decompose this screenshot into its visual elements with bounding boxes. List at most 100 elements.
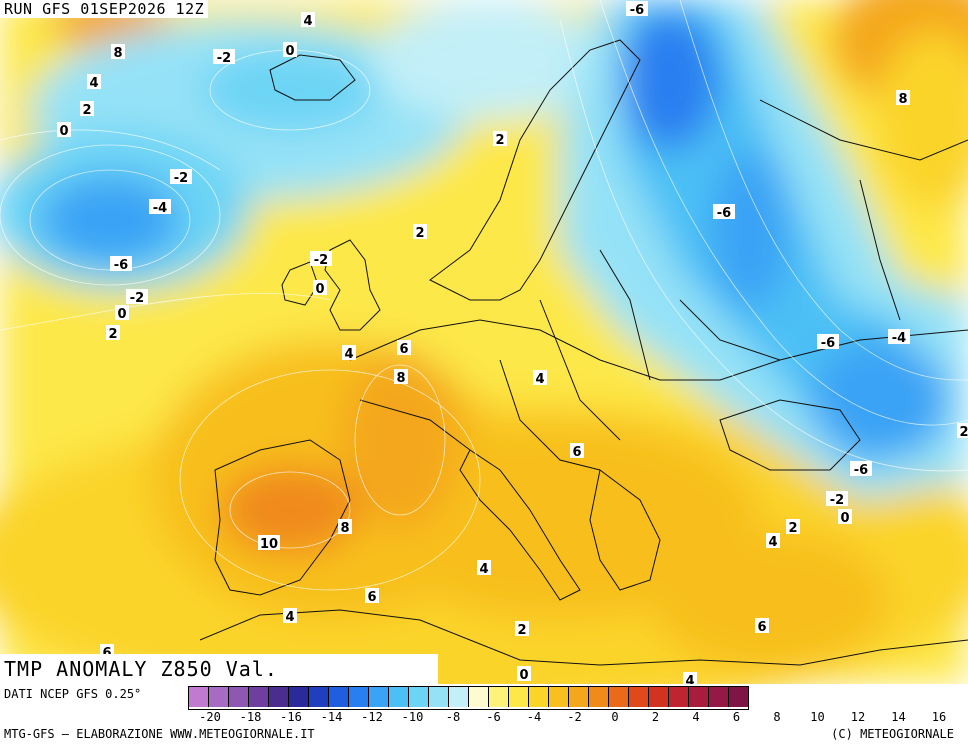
- contour-value-text: 2: [788, 521, 797, 536]
- contour-value-label: 0: [517, 666, 531, 683]
- contour-value-text: -2: [830, 493, 844, 508]
- contour-value-text: 2: [517, 623, 526, 638]
- color-swatch: [669, 687, 689, 707]
- contour-value-label: 0: [115, 305, 129, 322]
- scale-tick-label: 16: [931, 710, 947, 724]
- contour-value-label: 4: [301, 12, 315, 29]
- contour-value-text: 6: [399, 342, 408, 357]
- scale-tick-label: -8: [445, 710, 461, 724]
- contour-value-text: -6: [630, 3, 644, 18]
- contour-value-text: -6: [717, 206, 731, 221]
- contour-value-label: -6: [850, 461, 872, 478]
- contour-value-text: 6: [367, 590, 376, 605]
- contour-value-text: 10: [260, 537, 278, 552]
- scale-tick-label: 12: [850, 710, 866, 724]
- contour-value-label: 8: [394, 369, 408, 386]
- color-swatch: [689, 687, 709, 707]
- color-swatch: [649, 687, 669, 707]
- scale-tick-label: -10: [401, 710, 424, 724]
- contour-value-label: 4: [87, 74, 101, 91]
- contour-value-label: 2: [515, 621, 529, 638]
- color-swatch: [369, 687, 389, 707]
- contour-value-label: 0: [57, 122, 71, 139]
- color-swatch: [389, 687, 409, 707]
- color-scale-bar: [188, 686, 749, 710]
- contour-value-label: -6: [817, 334, 839, 351]
- scale-tick-label: 4: [692, 710, 700, 724]
- contour-value-label: 4: [683, 672, 697, 684]
- run-title: RUN GFS 01SEP2026 12Z: [0, 0, 209, 18]
- contour-value-label: 10: [258, 535, 280, 552]
- contour-value-label: 0: [313, 280, 327, 297]
- contour-value-label: -6: [110, 256, 132, 273]
- scale-tick-label: -20: [199, 710, 221, 724]
- contour-value-text: 2: [495, 133, 504, 148]
- contour-value-label: -6: [713, 204, 735, 221]
- credit-right-text: (C) METEOGIORNALE: [831, 727, 954, 741]
- contour-value-text: -6: [821, 336, 835, 351]
- contour-value-text: 4: [768, 535, 777, 550]
- contour-value-text: 2: [82, 103, 91, 118]
- contour-value-label: -4: [149, 199, 171, 216]
- contour-lines: [0, 0, 968, 590]
- color-swatch: [489, 687, 509, 707]
- contour-value-label: 8: [338, 519, 352, 536]
- contour-value-text: 0: [840, 511, 849, 526]
- anomaly-title: TMP ANOMALY Z850 Val. 18Z07SEP2026: [0, 654, 438, 711]
- color-swatch: [289, 687, 309, 707]
- color-swatch: [569, 687, 589, 707]
- temperature-anomaly-map: 4 8 -2 0 4 2 0 -2 -4 -6 -2 0 2 2 -2 0 2 4 6 8 -6 8 -6 -6 -4 4 -6 6-…: [0, 0, 968, 684]
- color-swatch: [309, 687, 329, 707]
- color-swatch: [329, 687, 349, 707]
- color-swatch: [349, 687, 369, 707]
- color-swatch: [589, 687, 609, 707]
- contour-value-text: 8: [396, 371, 405, 386]
- contour-value-text: 0: [519, 668, 528, 683]
- contour-value-label: 6: [365, 588, 379, 605]
- scale-tick-label: -6: [486, 710, 501, 724]
- legend-footer: DATI NCEP GFS 0.25° -20 -18 -16 -14 -12 -10 -8…: [0, 684, 968, 745]
- contour-value-text: 0: [285, 44, 294, 59]
- color-swatch: [409, 687, 429, 707]
- color-swatch: [429, 687, 449, 707]
- color-swatch: [529, 687, 549, 707]
- contour-value-label: 4: [766, 533, 780, 550]
- scale-tick-label: 2: [651, 710, 660, 724]
- contour-value-text: 4: [303, 14, 312, 29]
- contour-value-label: -2: [170, 169, 192, 186]
- contour-value-label: 6: [755, 618, 769, 635]
- color-swatch: [189, 687, 209, 707]
- contour-value-label: -2: [213, 49, 235, 66]
- contour-value-text: 4: [89, 76, 98, 91]
- color-swatch: [269, 687, 289, 707]
- contour-value-text: -6: [854, 463, 868, 478]
- color-swatch: [229, 687, 249, 707]
- color-swatch: [249, 687, 269, 707]
- scale-tick-label: -14: [320, 710, 343, 724]
- contour-value-label: 4: [533, 370, 547, 387]
- color-swatch: [709, 687, 729, 707]
- scale-tick-label: -2: [567, 710, 582, 724]
- scale-tick-label: 0: [611, 710, 619, 724]
- scale-tick-label: -12: [361, 710, 383, 724]
- contour-value-text: 8: [113, 46, 122, 61]
- contour-value-text: 2: [959, 425, 968, 440]
- scale-tick-label: -16: [280, 710, 302, 724]
- contour-value-text: 6: [757, 620, 766, 635]
- contour-value-text: 4: [479, 562, 488, 577]
- color-swatch: [469, 687, 489, 707]
- credit-left-text: MTG-GFS — ELABORAZIONE WWW.METEOGIORNALE…: [4, 727, 315, 741]
- contour-value-label: -4: [888, 329, 910, 346]
- contour-value-text: 2: [108, 327, 117, 342]
- scale-tick-label: 10: [810, 710, 825, 724]
- scale-tick-label: -18: [239, 710, 262, 724]
- contour-value-label: 6: [397, 340, 411, 357]
- contour-value-label: 8: [111, 44, 125, 61]
- contour-value-label: 6: [570, 443, 584, 460]
- color-swatch: [449, 687, 469, 707]
- color-swatch: [509, 687, 529, 707]
- contour-value-label: 4: [477, 560, 491, 577]
- contour-value-label: 2: [957, 423, 968, 440]
- scale-tick-label: 8: [773, 710, 781, 724]
- color-swatch: [629, 687, 649, 707]
